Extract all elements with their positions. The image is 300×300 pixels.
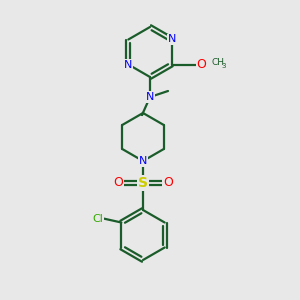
Text: N: N [146, 92, 154, 102]
Text: N: N [139, 156, 147, 166]
Text: N: N [124, 59, 133, 70]
Text: 3: 3 [222, 64, 226, 70]
Text: O: O [113, 176, 123, 190]
Text: O: O [163, 176, 173, 190]
Text: O: O [197, 58, 207, 71]
Text: Cl: Cl [92, 214, 103, 224]
Text: CH: CH [212, 58, 225, 67]
Text: N: N [167, 34, 176, 44]
Text: S: S [138, 176, 148, 190]
